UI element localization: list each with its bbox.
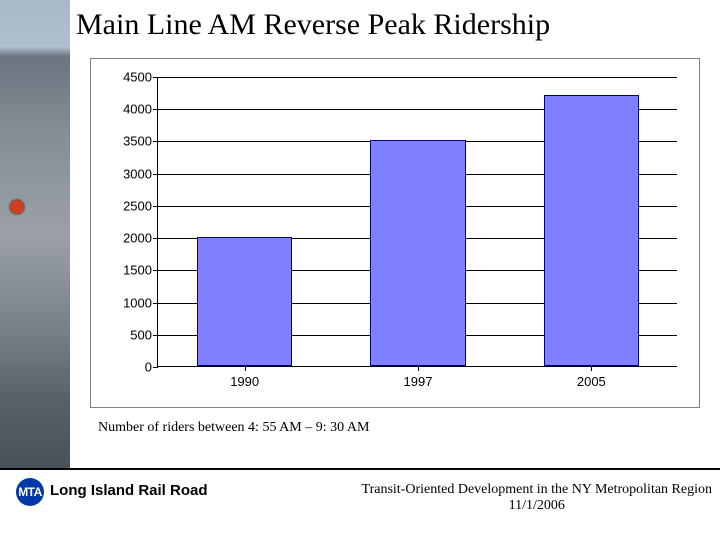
chart-bar bbox=[370, 140, 465, 366]
chart-xtick-mark bbox=[245, 366, 246, 371]
sidebar-train-photo bbox=[0, 0, 70, 470]
footer-divider bbox=[0, 468, 720, 470]
chart-ytick-label: 2000 bbox=[123, 231, 152, 246]
chart-ytick-mark bbox=[153, 174, 158, 175]
chart-xtick-mark bbox=[418, 366, 419, 371]
footer-line2: 11/1/2006 bbox=[362, 498, 712, 514]
chart-ytick-mark bbox=[153, 141, 158, 142]
chart-bar bbox=[544, 95, 639, 366]
chart-ytick-mark bbox=[153, 109, 158, 110]
chart-gridline bbox=[158, 77, 677, 78]
chart-bar bbox=[197, 237, 292, 366]
brand-name: Long Island Rail Road bbox=[50, 482, 208, 499]
chart-ytick-label: 1000 bbox=[123, 295, 152, 310]
chart-xtick-label: 1997 bbox=[404, 374, 433, 389]
chart-ytick-label: 1500 bbox=[123, 263, 152, 278]
chart-ytick-mark bbox=[153, 367, 158, 368]
chart-ytick-label: 4500 bbox=[123, 70, 152, 85]
chart-ytick-label: 4000 bbox=[123, 102, 152, 117]
ridership-chart: 0 500 1000 1500 2000 2500 3000 3500 4000 4500 1990… bbox=[90, 58, 700, 408]
chart-ytick-mark bbox=[153, 303, 158, 304]
slide-content: Main Line AM Reverse Peak Ridership 0 500… bbox=[70, 0, 720, 540]
chart-ytick-mark bbox=[153, 270, 158, 271]
mta-logo-icon: MTA bbox=[16, 478, 44, 506]
chart-ytick-label: 500 bbox=[130, 327, 152, 342]
footer-text: Transit-Oriented Development in the NY M… bbox=[362, 482, 712, 514]
chart-ytick-mark bbox=[153, 335, 158, 336]
chart-plot-area: 0500100015002000250030003500400045001990… bbox=[157, 77, 677, 367]
chart-ytick-label: 2500 bbox=[123, 198, 152, 213]
chart-ytick-mark bbox=[153, 238, 158, 239]
chart-ytick-label: 3500 bbox=[123, 134, 152, 149]
footer-line1: Transit-Oriented Development in the NY M… bbox=[362, 482, 712, 498]
chart-xtick-label: 2005 bbox=[577, 374, 606, 389]
slide-title: Main Line AM Reverse Peak Ridership bbox=[70, 0, 720, 46]
chart-ytick-label: 3000 bbox=[123, 166, 152, 181]
chart-ytick-mark bbox=[153, 77, 158, 78]
chart-xtick-mark bbox=[591, 366, 592, 371]
chart-ytick-label: 0 bbox=[145, 360, 152, 375]
chart-ytick-mark bbox=[153, 206, 158, 207]
chart-caption: Number of riders between 4: 55 AM – 9: 3… bbox=[98, 420, 369, 436]
chart-xtick-label: 1990 bbox=[230, 374, 259, 389]
